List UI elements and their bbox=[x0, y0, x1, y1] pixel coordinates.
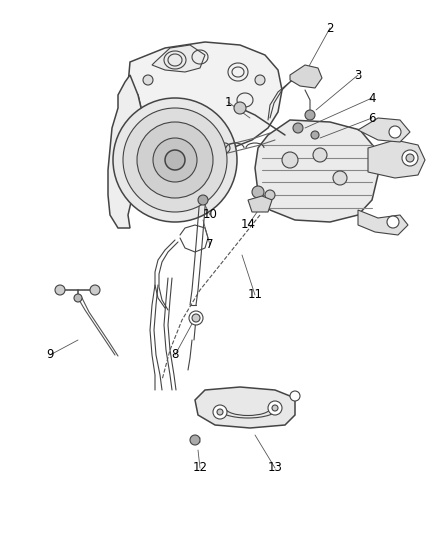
Circle shape bbox=[401, 150, 417, 166]
Circle shape bbox=[332, 171, 346, 185]
Circle shape bbox=[189, 311, 202, 325]
Circle shape bbox=[254, 75, 265, 85]
Text: 1: 1 bbox=[224, 95, 231, 109]
Polygon shape bbox=[367, 140, 424, 178]
Polygon shape bbox=[357, 118, 409, 142]
Circle shape bbox=[281, 152, 297, 168]
Circle shape bbox=[267, 401, 281, 415]
Polygon shape bbox=[194, 387, 294, 428]
Circle shape bbox=[272, 405, 277, 411]
Circle shape bbox=[159, 143, 170, 153]
Circle shape bbox=[165, 150, 184, 170]
Polygon shape bbox=[247, 196, 272, 212]
Text: 3: 3 bbox=[353, 69, 361, 82]
Circle shape bbox=[153, 138, 197, 182]
Circle shape bbox=[74, 294, 82, 302]
Text: 9: 9 bbox=[46, 349, 53, 361]
Text: 8: 8 bbox=[171, 349, 178, 361]
Circle shape bbox=[137, 122, 212, 198]
Circle shape bbox=[304, 110, 314, 120]
Circle shape bbox=[405, 154, 413, 162]
Text: 12: 12 bbox=[192, 462, 207, 474]
Circle shape bbox=[90, 285, 100, 295]
Circle shape bbox=[113, 98, 237, 222]
Circle shape bbox=[386, 216, 398, 228]
Polygon shape bbox=[254, 120, 377, 222]
Text: 4: 4 bbox=[367, 92, 375, 104]
Text: 2: 2 bbox=[325, 21, 333, 35]
Text: 11: 11 bbox=[247, 288, 262, 302]
Circle shape bbox=[310, 131, 318, 139]
Text: 7: 7 bbox=[206, 238, 213, 252]
Circle shape bbox=[198, 195, 208, 205]
Text: 10: 10 bbox=[202, 208, 217, 222]
Circle shape bbox=[233, 102, 245, 114]
Circle shape bbox=[290, 391, 299, 401]
Circle shape bbox=[251, 186, 263, 198]
Circle shape bbox=[219, 143, 230, 153]
Polygon shape bbox=[108, 75, 148, 228]
Circle shape bbox=[312, 148, 326, 162]
Polygon shape bbox=[128, 42, 281, 152]
Circle shape bbox=[388, 126, 400, 138]
Circle shape bbox=[190, 435, 200, 445]
Polygon shape bbox=[357, 210, 407, 235]
Circle shape bbox=[143, 75, 153, 85]
Polygon shape bbox=[152, 45, 205, 72]
Text: 14: 14 bbox=[240, 219, 255, 231]
Polygon shape bbox=[290, 65, 321, 88]
Circle shape bbox=[265, 190, 274, 200]
Circle shape bbox=[191, 314, 200, 322]
Circle shape bbox=[55, 285, 65, 295]
Text: 6: 6 bbox=[367, 111, 375, 125]
Circle shape bbox=[292, 123, 302, 133]
Circle shape bbox=[212, 405, 226, 419]
Circle shape bbox=[123, 108, 226, 212]
Text: 13: 13 bbox=[267, 462, 282, 474]
Circle shape bbox=[216, 409, 223, 415]
